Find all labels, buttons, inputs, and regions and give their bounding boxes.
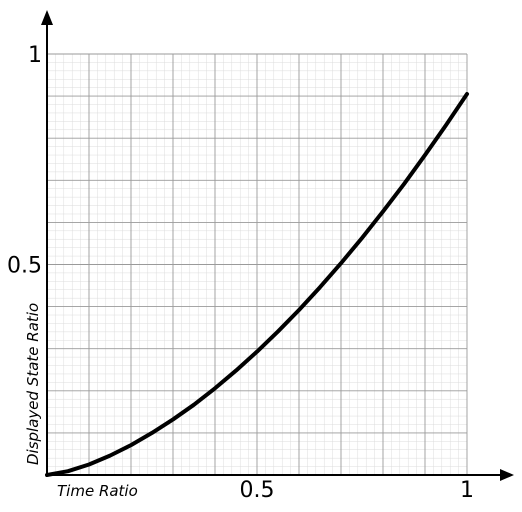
x-tick-label: 1	[460, 478, 474, 503]
y-axis-label: Displayed State Ratio	[24, 303, 42, 465]
series-line-0	[45, 92, 469, 477]
y-tick-label: 0.5	[7, 254, 42, 279]
axes	[41, 10, 514, 481]
x-axis-arrow-icon	[500, 469, 514, 481]
y-tick-label: 1	[28, 43, 42, 68]
grid-major	[46, 53, 468, 476]
y-axis-arrow-icon	[41, 10, 53, 25]
tick-labels: 0.5 1 0.5 1	[7, 43, 474, 503]
x-tick-label: 0.5	[240, 478, 275, 503]
x-axis-label: Time Ratio	[57, 482, 138, 500]
curve-layer	[45, 92, 469, 477]
